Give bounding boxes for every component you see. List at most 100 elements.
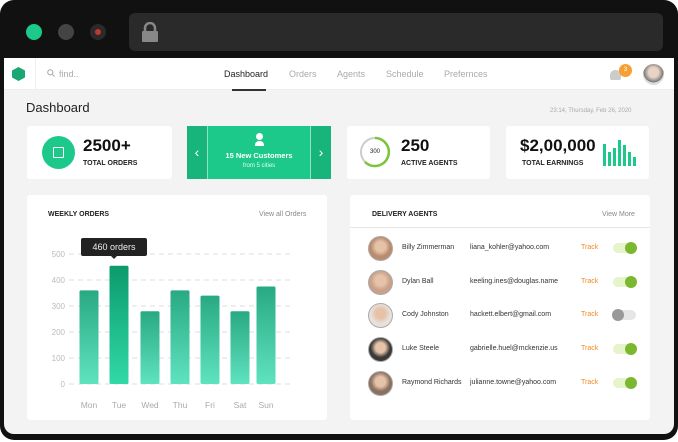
- agent-avatar: [368, 337, 393, 363]
- datetime: 23:14, Thursday, Feb 26, 2020: [550, 108, 632, 114]
- search-input[interactable]: find..: [59, 69, 79, 79]
- bar-fri[interactable]: [200, 295, 220, 384]
- window-maximize-button[interactable]: [90, 24, 106, 40]
- agent-avatar: [368, 370, 393, 396]
- tab-schedule[interactable]: Schedule: [386, 69, 424, 79]
- tooltip-text: 460 orders: [92, 242, 136, 252]
- agents-progress-ring: [360, 136, 391, 168]
- total-earnings-card: $2,00,000 TOTAL EARNINGS: [506, 126, 649, 179]
- y-tick-label: 0: [61, 380, 66, 389]
- tab-agents[interactable]: Agents: [337, 69, 366, 79]
- delivery-agents-title: DELIVERY AGENTS: [372, 211, 438, 218]
- customers-subtitle: from 5 cities: [242, 163, 276, 169]
- track-link[interactable]: Track: [581, 378, 599, 386]
- agent-email: gabrielle.huel@mckenzie.us: [470, 345, 558, 353]
- agents-value: 250: [401, 136, 430, 155]
- lock-icon: [142, 22, 158, 42]
- bar-mon[interactable]: [79, 290, 99, 384]
- customers-title: 15 New Customers: [225, 151, 293, 160]
- track-link[interactable]: Track: [581, 345, 599, 353]
- x-tick-label: Fri: [205, 400, 215, 410]
- agent-row: Luke Steele gabrielle.huel@mckenzie.us T…: [350, 333, 650, 367]
- agent-name: Luke Steele: [402, 345, 439, 353]
- weekly-orders-title: WEEKLY ORDERS: [48, 211, 110, 218]
- divider: [350, 227, 650, 228]
- bar-tue[interactable]: [109, 265, 129, 384]
- active-tab-indicator: [232, 89, 266, 91]
- agent-name: Dylan Ball: [402, 277, 434, 285]
- track-link[interactable]: Track: [581, 311, 599, 319]
- y-tick-label: 300: [52, 302, 66, 311]
- bar-sat[interactable]: [230, 311, 250, 384]
- orders-value: 2500+: [83, 136, 131, 155]
- agent-email: keeling.ines@douglas.name: [470, 277, 559, 285]
- x-tick-label: Thu: [173, 400, 188, 410]
- bell-icon[interactable]: [610, 70, 621, 80]
- agent-name: Billy Zimmerman: [402, 244, 455, 251]
- earnings-label: TOTAL EARNINGS: [522, 160, 584, 167]
- orders-label: TOTAL ORDERS: [83, 160, 138, 167]
- agent-email: liana_kohler@yahoo.com: [470, 244, 550, 251]
- agent-row: Dylan Ball keeling.ines@douglas.name Tra…: [350, 266, 650, 300]
- weekly-orders-chart: 0 100 200 300 400 500 Mon Tue Wed Thu Fri Sat Sun: [52, 250, 292, 410]
- x-tick-label: Mon: [81, 400, 98, 410]
- bar-thu[interactable]: [170, 290, 190, 384]
- agents-ring-value: 300: [369, 149, 380, 155]
- delivery-agents-panel: DELIVERY AGENTS View More Billy Zimmerma…: [350, 195, 650, 420]
- agent-email: hackett.elbert@gmail.com: [470, 311, 552, 319]
- agent-avatar: [368, 303, 393, 329]
- agent-active-toggle[interactable]: [613, 343, 637, 356]
- window-minimize-button[interactable]: [58, 24, 74, 40]
- tab-dashboard[interactable]: Dashboard: [224, 69, 269, 79]
- user-avatar[interactable]: [643, 64, 664, 85]
- agent-active-toggle[interactable]: [613, 275, 637, 288]
- x-tick-label: Sat: [234, 400, 247, 410]
- bar-sparkline-icon: [603, 140, 636, 166]
- top-nav: find.. Dashboard Orders Agents Schedule …: [4, 58, 674, 91]
- shopping-bag-icon: [42, 136, 75, 169]
- next-arrow-icon[interactable]: ›: [310, 126, 331, 179]
- x-tick-label: Sun: [258, 400, 273, 410]
- tab-orders[interactable]: Orders: [289, 69, 317, 79]
- agent-name: Raymond Richards: [402, 378, 462, 386]
- logo-icon[interactable]: [12, 67, 25, 81]
- agent-active-toggle[interactable]: [612, 309, 636, 322]
- track-link[interactable]: Track: [581, 244, 599, 251]
- notification-badge: 3: [619, 64, 632, 77]
- bar-wed[interactable]: [140, 311, 160, 384]
- x-tick-label: Wed: [141, 400, 159, 410]
- divider: [35, 58, 36, 90]
- view-all-orders-link[interactable]: View all Orders: [259, 211, 307, 218]
- agent-avatar: [368, 269, 393, 295]
- earnings-value: $2,00,000: [520, 136, 596, 155]
- address-bar[interactable]: [129, 13, 663, 51]
- agents-label: ACTIVE AGENTS: [401, 160, 458, 167]
- agent-email: julianne.towne@yahoo.com: [470, 378, 557, 386]
- add-user-icon: [255, 133, 264, 146]
- active-agents-card: 300 250 ACTIVE AGENTS: [347, 126, 490, 179]
- new-customers-card: ‹ › 15 New Customers from 5 cities: [187, 126, 331, 179]
- agent-avatar: [368, 236, 393, 261]
- tab-preferences[interactable]: Prefernces: [444, 69, 488, 79]
- agent-row: Raymond Richards julianne.towne@yahoo.co…: [350, 367, 650, 401]
- total-orders-card: 2500+ TOTAL ORDERS: [27, 126, 172, 179]
- view-more-link[interactable]: View More: [602, 211, 635, 218]
- x-tick-label: Tue: [112, 400, 127, 410]
- agent-row: Cody Johnston hackett.elbert@gmail.com T…: [350, 299, 650, 333]
- y-tick-label: 500: [52, 250, 66, 259]
- prev-arrow-icon[interactable]: ‹: [187, 126, 208, 179]
- y-tick-label: 400: [52, 276, 66, 285]
- track-link[interactable]: Track: [581, 277, 599, 285]
- y-tick-label: 200: [52, 328, 66, 337]
- search-icon: [47, 69, 55, 77]
- bar-sun[interactable]: [256, 286, 276, 385]
- page-title: Dashboard: [26, 100, 90, 115]
- agent-active-toggle[interactable]: [613, 376, 637, 389]
- chart-tooltip: 460 orders: [81, 238, 147, 259]
- y-tick-label: 100: [52, 354, 66, 363]
- agent-row: Billy Zimmerman liana_kohler@yahoo.com T…: [350, 232, 650, 266]
- agent-name: Cody Johnston: [402, 311, 449, 319]
- agent-active-toggle[interactable]: [613, 242, 637, 254]
- app-screen: find.. Dashboard Orders Agents Schedule …: [4, 58, 674, 434]
- window-close-button[interactable]: [26, 24, 42, 40]
